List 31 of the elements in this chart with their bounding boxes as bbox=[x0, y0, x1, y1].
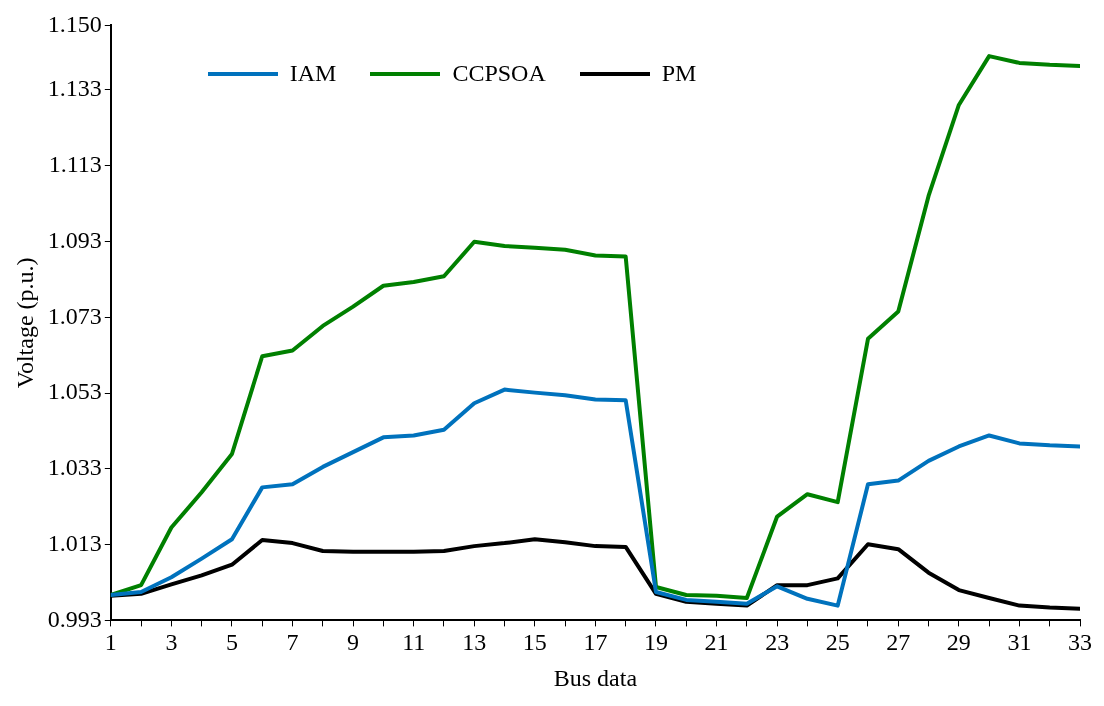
y-tick-label: 1.113 bbox=[48, 150, 102, 177]
x-tick-label: 19 bbox=[643, 629, 668, 656]
y-tick-label: 1.150 bbox=[47, 10, 102, 37]
x-tick-label: 27 bbox=[886, 629, 911, 656]
y-tick-label: 1.033 bbox=[47, 454, 102, 481]
x-tick-label: 9 bbox=[347, 629, 360, 656]
y-tick-label: 0.993 bbox=[47, 605, 102, 632]
legend-label: CCPSOA bbox=[452, 60, 546, 88]
y-tick-label: 1.093 bbox=[47, 226, 102, 253]
x-tick-label: 25 bbox=[825, 629, 850, 656]
legend-label: IAM bbox=[289, 60, 337, 88]
y-tick-label: 1.073 bbox=[47, 302, 102, 329]
x-tick-label: 1 bbox=[104, 629, 117, 656]
x-axis-title: Bus data bbox=[553, 664, 638, 691]
y-tick-label: 1.013 bbox=[47, 529, 102, 556]
legend-label: PM bbox=[661, 60, 697, 88]
x-tick-label: 5 bbox=[225, 629, 238, 656]
x-tick-label: 17 bbox=[583, 629, 608, 656]
y-tick-label: 1.133 bbox=[47, 75, 102, 102]
x-tick-label: 11 bbox=[402, 629, 426, 656]
x-tick-label: 29 bbox=[946, 629, 971, 656]
x-tick-label: 23 bbox=[765, 629, 790, 656]
x-tick-label: 33 bbox=[1068, 629, 1092, 656]
x-tick-label: 3 bbox=[165, 629, 178, 656]
y-axis-title: Voltage (p.u.) bbox=[11, 257, 38, 389]
y-tick-label: 1.053 bbox=[47, 378, 102, 405]
x-tick-label: 13 bbox=[462, 629, 487, 656]
x-tick-label: 15 bbox=[522, 629, 547, 656]
x-tick-label: 7 bbox=[286, 629, 299, 656]
x-tick-label: 21 bbox=[704, 629, 729, 656]
x-tick-label: 31 bbox=[1007, 629, 1032, 656]
